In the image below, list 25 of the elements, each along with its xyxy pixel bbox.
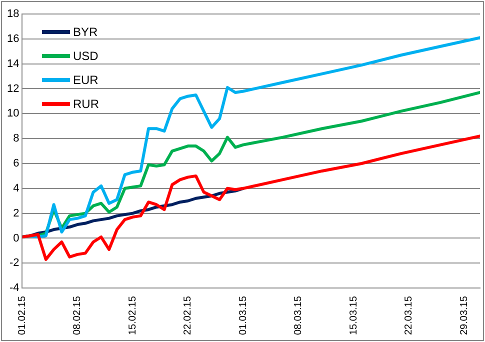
y-tick-label: 14: [6, 58, 20, 70]
legend-label: RUR: [73, 97, 99, 111]
y-tick-label: 8: [13, 132, 20, 145]
x-tick-label: 22.02.15: [182, 296, 194, 336]
y-tick-label: 6: [13, 158, 20, 170]
y-tick-label: 12: [6, 82, 20, 95]
legend-label: USD: [73, 49, 98, 63]
y-tick-label: 16: [6, 32, 20, 45]
y-tick-label: 18: [6, 8, 20, 20]
x-tick-label: 15.03.15: [348, 296, 360, 336]
legend-label: BYR: [73, 25, 98, 39]
y-tick-label: 10: [6, 108, 20, 120]
y-tick-label: 4: [13, 182, 20, 194]
x-tick-label: 15.02.15: [127, 296, 138, 336]
x-tick-label: 29.03.15: [458, 296, 470, 336]
x-tick-label: 01.02.15: [16, 296, 28, 336]
x-tick-label: 01.03.15: [238, 296, 249, 336]
x-tick-label: 08.02.15: [72, 296, 84, 336]
x-tick-label: 22.03.15: [404, 296, 415, 336]
y-tick-label: 0: [13, 232, 20, 244]
y-tick-label: 2: [13, 207, 20, 220]
legend-label: EUR: [73, 73, 98, 87]
y-tick-label: -2: [9, 257, 20, 270]
x-tick-label: 08.03.15: [293, 296, 304, 336]
y-tick-label: -4: [9, 282, 20, 294]
